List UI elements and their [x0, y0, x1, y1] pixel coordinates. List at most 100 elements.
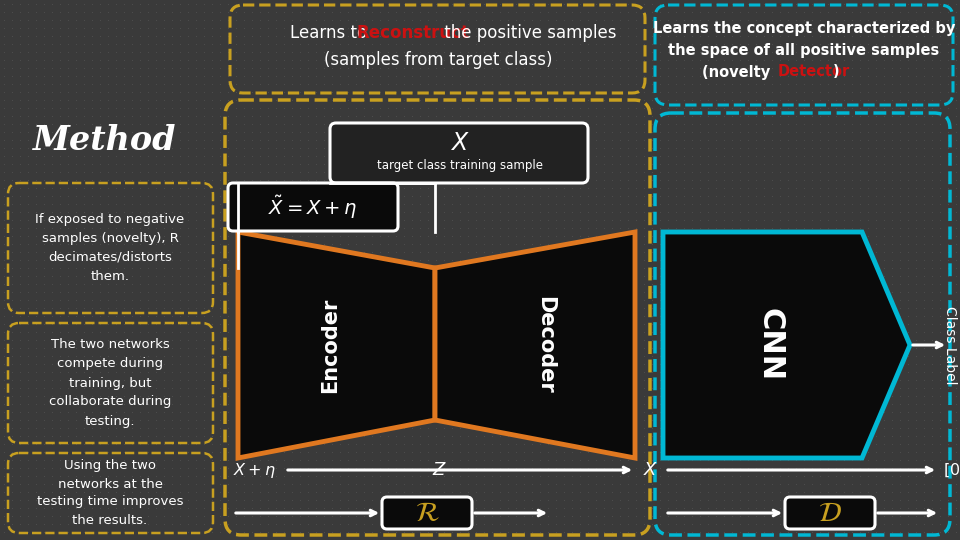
Point — [60, 280, 76, 288]
Point — [612, 384, 628, 393]
Point — [260, 320, 276, 328]
Point — [684, 176, 700, 184]
Point — [660, 431, 676, 440]
Point — [628, 127, 643, 136]
Point — [444, 496, 460, 504]
Point — [509, 480, 524, 488]
Point — [868, 272, 883, 280]
Point — [820, 352, 835, 360]
Point — [268, 80, 284, 89]
Point — [644, 80, 660, 89]
Point — [52, 360, 67, 368]
Point — [92, 336, 108, 345]
Point — [404, 408, 420, 416]
Point — [388, 496, 403, 504]
Point — [557, 464, 572, 472]
Point — [908, 488, 924, 496]
Point — [228, 80, 244, 89]
Point — [716, 303, 732, 312]
Point — [476, 303, 492, 312]
Point — [76, 343, 92, 352]
Point — [780, 32, 796, 40]
Point — [292, 224, 307, 232]
Point — [668, 303, 684, 312]
Point — [836, 408, 852, 416]
Point — [900, 192, 916, 200]
Point — [332, 0, 348, 8]
Point — [0, 360, 12, 368]
Point — [628, 120, 643, 129]
Point — [220, 232, 236, 240]
Point — [436, 272, 451, 280]
Point — [252, 360, 268, 368]
Point — [20, 136, 36, 144]
Point — [804, 288, 820, 296]
Point — [716, 240, 732, 248]
Point — [20, 400, 36, 408]
Point — [836, 8, 852, 16]
Point — [164, 264, 180, 272]
Point — [532, 416, 547, 424]
Point — [557, 288, 572, 296]
Point — [588, 264, 604, 272]
Point — [804, 24, 820, 32]
Point — [52, 136, 67, 144]
Point — [204, 240, 220, 248]
Point — [908, 480, 924, 488]
Point — [557, 303, 572, 312]
Point — [644, 56, 660, 64]
Point — [660, 512, 676, 521]
Point — [557, 232, 572, 240]
Point — [44, 152, 60, 160]
Point — [852, 512, 868, 521]
Point — [612, 264, 628, 272]
Point — [540, 431, 556, 440]
Point — [340, 504, 355, 512]
Point — [732, 272, 748, 280]
Point — [620, 56, 636, 64]
Point — [836, 440, 852, 448]
Point — [516, 456, 532, 464]
Point — [756, 488, 772, 496]
Point — [932, 255, 948, 264]
Point — [140, 296, 156, 305]
Point — [756, 232, 772, 240]
Point — [324, 16, 340, 24]
Point — [732, 184, 748, 192]
Point — [509, 112, 524, 120]
Point — [845, 176, 860, 184]
Point — [524, 376, 540, 384]
Point — [605, 272, 620, 280]
Point — [588, 312, 604, 320]
Point — [132, 280, 148, 288]
Point — [444, 127, 460, 136]
Point — [396, 471, 412, 480]
Point — [876, 184, 892, 192]
Point — [828, 240, 844, 248]
Point — [509, 64, 524, 72]
Point — [500, 112, 516, 120]
Point — [764, 408, 780, 416]
Point — [893, 64, 908, 72]
Point — [797, 496, 812, 504]
Point — [716, 408, 732, 416]
Point — [68, 400, 84, 408]
Point — [5, 240, 19, 248]
Point — [444, 424, 460, 433]
Point — [484, 288, 499, 296]
Point — [212, 104, 228, 112]
Point — [404, 87, 420, 96]
Point — [204, 464, 220, 472]
Point — [572, 104, 588, 112]
Point — [572, 160, 588, 168]
Point — [132, 176, 148, 184]
Point — [653, 303, 668, 312]
Point — [76, 96, 92, 104]
Point — [900, 160, 916, 168]
Point — [348, 64, 364, 72]
Point — [76, 56, 92, 64]
Point — [29, 72, 44, 80]
Point — [452, 328, 468, 336]
Point — [692, 96, 708, 104]
Point — [724, 48, 739, 56]
